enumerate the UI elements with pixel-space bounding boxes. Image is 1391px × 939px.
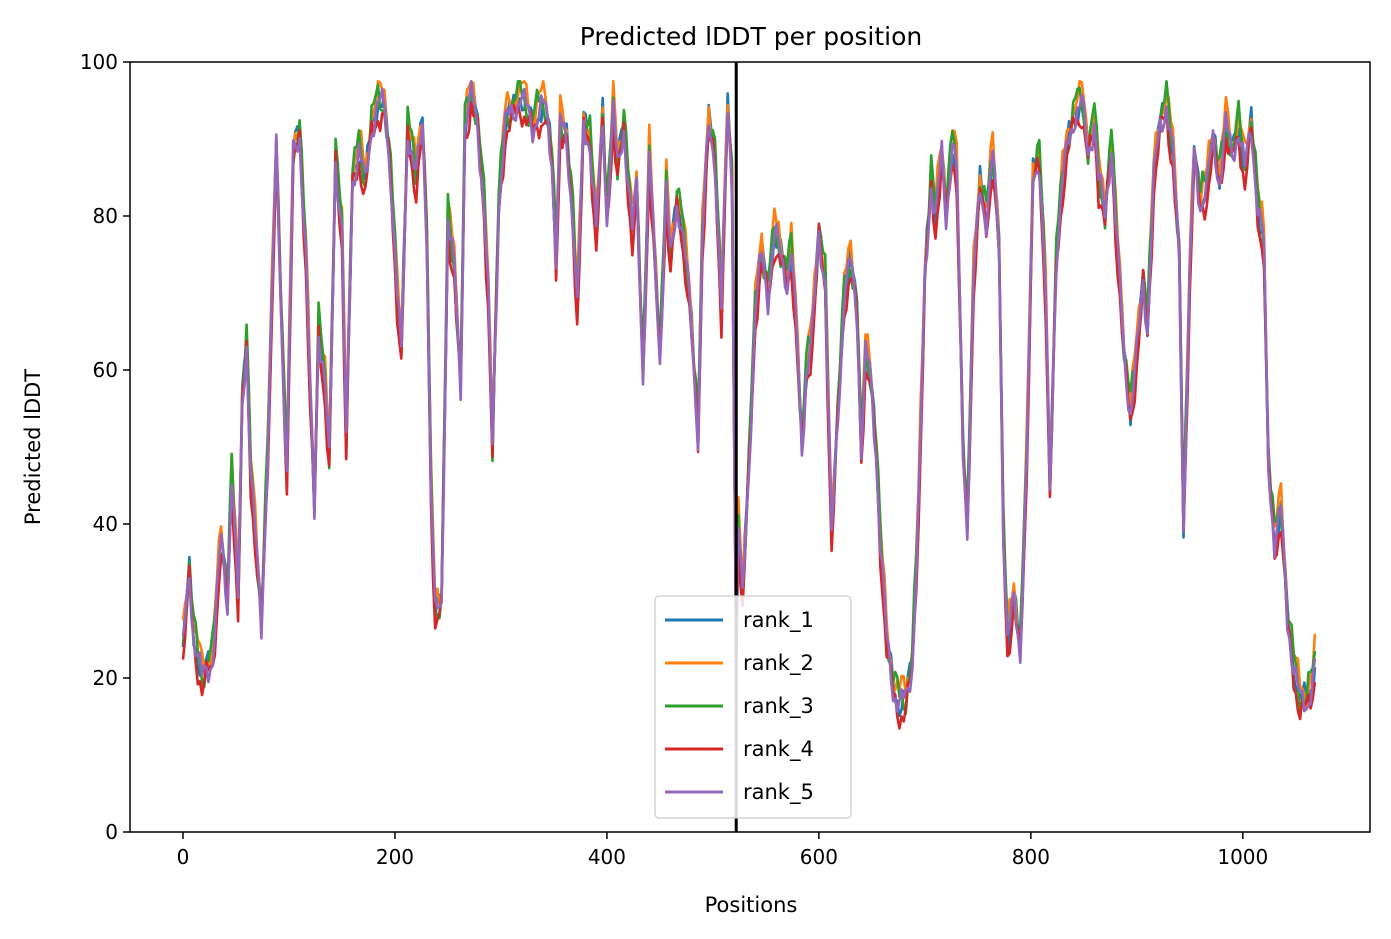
legend-label-rank_3: rank_3 bbox=[743, 694, 814, 719]
legend: rank_1 rank_2 rank_3 rank_4 rank_5 bbox=[654, 595, 852, 819]
y-tick-label: 40 bbox=[93, 512, 118, 536]
x-tick-label: 400 bbox=[588, 845, 626, 869]
y-tick-label: 20 bbox=[93, 666, 118, 690]
legend-label-rank_5: rank_5 bbox=[743, 780, 814, 805]
y-tick-label: 100 bbox=[80, 50, 118, 74]
series-layer bbox=[181, 80, 1317, 730]
legend-label-rank_1: rank_1 bbox=[743, 608, 814, 633]
plot-frame bbox=[129, 61, 1371, 833]
y-axis: 0 20 40 60 80 100 bbox=[80, 50, 130, 844]
legend-label-rank_2: rank_2 bbox=[743, 651, 814, 676]
series-line-rank_5 bbox=[181, 80, 1317, 713]
x-axis: 0 200 400 600 800 1000 bbox=[177, 832, 1268, 869]
chart-title: Predicted lDDT per position bbox=[580, 22, 922, 51]
x-tick-label: 200 bbox=[376, 845, 414, 869]
x-tick-label: 0 bbox=[177, 845, 190, 869]
y-tick-label: 80 bbox=[93, 204, 118, 228]
y-tick-label: 60 bbox=[93, 358, 118, 382]
x-tick-label: 800 bbox=[1012, 845, 1050, 869]
x-axis-title: Positions bbox=[705, 893, 798, 917]
x-tick-label: 600 bbox=[800, 845, 838, 869]
x-tick-label: 1000 bbox=[1217, 845, 1268, 869]
legend-label-rank_4: rank_4 bbox=[743, 737, 814, 762]
y-axis-title: Predicted lDDT bbox=[21, 369, 45, 525]
y-tick-label: 0 bbox=[105, 820, 118, 844]
legend-box bbox=[654, 595, 852, 819]
